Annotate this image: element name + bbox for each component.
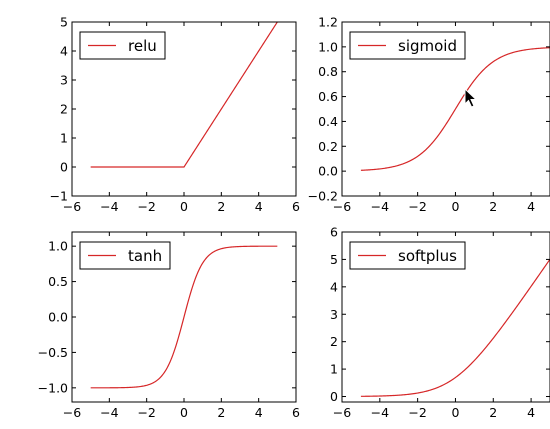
y-tick-label: 1.0 (48, 239, 68, 254)
y-tick-label: −0.5 (38, 345, 68, 360)
x-tick-label: 2 (217, 405, 225, 420)
x-tick-label: 4 (255, 405, 263, 420)
y-tick-label: 0.0 (48, 310, 68, 325)
y-tick-label: 1.2 (318, 15, 338, 30)
subplot-1: −6 −4 −2 0 2 4 6 −1 0 1 2 3 4 5 relu (50, 15, 300, 215)
y-tick-label: 0 (330, 389, 338, 404)
y-tick-label: −1 (50, 189, 68, 204)
subplot-3: −6 −4 −2 0 2 4 6 −1.0 −0.5 0.0 0.5 1.0 tanh (38, 231, 300, 420)
y-tick-label: 5 (330, 252, 338, 267)
x-tick-label: −2 (137, 199, 155, 214)
y-tick-label: 6 (330, 225, 338, 240)
x-tick-label: −4 (100, 199, 118, 214)
y-tick-label: 0.6 (318, 89, 338, 104)
y-tick-label: 0.8 (318, 64, 338, 79)
x-tick-label: −4 (100, 405, 118, 420)
x-tick-label: −2 (408, 405, 426, 420)
x-tick-label: −6 (333, 405, 351, 420)
y-tick-label: 1.0 (318, 39, 338, 54)
y-tick-label: 1 (330, 362, 338, 377)
subplot-4: −6 −4 −2 0 2 4 0 1 2 3 4 5 6 softplus (330, 225, 550, 420)
series-line-sigmoid (360, 47, 550, 171)
x-tick-label: 6 (292, 405, 300, 420)
x-tick-label: 2 (489, 405, 497, 420)
legend-label-tanh: tanh (128, 247, 162, 265)
x-tick-label: 4 (255, 199, 263, 214)
y-tick-label: 5 (60, 15, 68, 30)
x-tick-label: 4 (527, 199, 535, 214)
x-tick-label: 0 (451, 199, 459, 214)
y-tick-label: 0 (60, 160, 68, 175)
y-tick-label: 4 (330, 279, 338, 294)
y-tick-label: 0.5 (48, 274, 68, 289)
legend: softplus (349, 241, 466, 270)
x-tick-label: 0 (180, 405, 188, 420)
axes-frame (341, 231, 550, 403)
legend: sigmoid (349, 31, 466, 60)
legend: relu (79, 31, 166, 60)
y-tick-label: 2 (60, 102, 68, 117)
y-tick-label: 3 (330, 307, 338, 322)
legend: tanh (79, 241, 171, 270)
subplot-2: −6 −4 −2 0 2 4 −0.2 0.0 0.2 0.4 0.6 0.8 1.0 1.2 sigmoi… (308, 15, 550, 214)
y-tick-label: −0.2 (308, 189, 338, 204)
y-tick-label: 3 (60, 73, 68, 88)
x-tick-label: −2 (408, 199, 426, 214)
x-tick-label: −4 (371, 405, 389, 420)
x-tick-label: −6 (63, 199, 81, 214)
series-line-softplus (360, 258, 550, 397)
y-tick-label: 0.4 (318, 114, 338, 129)
legend-label-softplus: softplus (398, 247, 457, 265)
x-tick-label: −4 (371, 199, 389, 214)
y-tick-label: 0.0 (318, 164, 338, 179)
x-tick-label: 0 (180, 199, 188, 214)
x-tick-label: 2 (217, 199, 225, 214)
x-tick-label: −2 (137, 405, 155, 420)
x-tick-label: 0 (451, 405, 459, 420)
y-tick-label: −1.0 (38, 380, 68, 395)
legend-label-relu: relu (128, 37, 157, 55)
axes-frame (341, 21, 550, 197)
series-line-relu (90, 21, 278, 168)
y-tick-label: 4 (60, 44, 68, 59)
x-tick-label: −6 (63, 405, 81, 420)
series-line-tanh (90, 245, 278, 389)
y-tick-label: 0.2 (318, 139, 338, 154)
x-tick-label: −6 (333, 199, 351, 214)
x-tick-label: 2 (489, 199, 497, 214)
mouse-cursor-icon (464, 88, 478, 108)
y-tick-label: 1 (60, 131, 68, 146)
y-tick-label: 2 (330, 334, 338, 349)
x-tick-label: 4 (527, 405, 535, 420)
legend-label-sigmoid: sigmoid (398, 37, 457, 55)
x-tick-label: 6 (292, 199, 300, 214)
